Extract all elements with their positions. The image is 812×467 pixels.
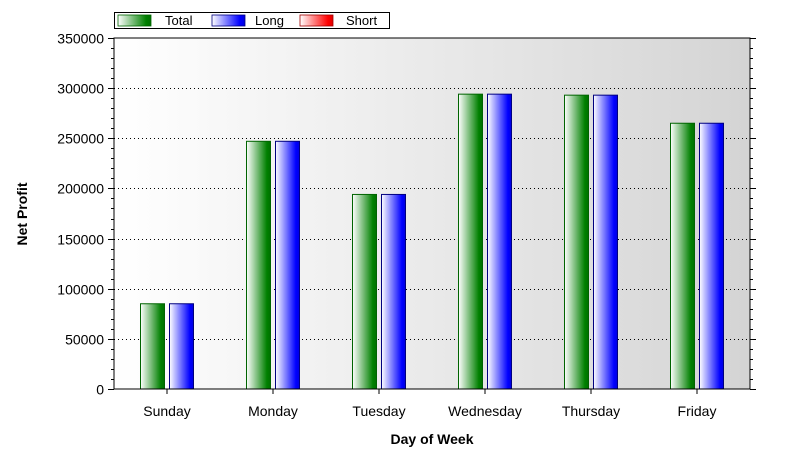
x-axis-title: Day of Week: [391, 431, 474, 447]
bar-total-thursday: [564, 94, 589, 390]
y-tick-label: 300000: [57, 81, 104, 97]
legend-swatch-long: [211, 14, 246, 27]
bar-long-wednesday: [487, 93, 512, 390]
x-tick-label-wednesday: Wednesday: [448, 403, 522, 419]
plot-area: [114, 38, 750, 389]
y-tick-label: 0: [96, 382, 104, 398]
axes: 0 50000 100000 150000 200000 250000 300000 3500…: [57, 31, 756, 419]
y-tick-label: 250000: [57, 131, 104, 147]
y-tick-label: 200000: [57, 181, 104, 197]
bar-long-monday: [275, 140, 300, 390]
y-tick-label: 150000: [57, 232, 104, 248]
legend: Total Long Short: [114, 12, 390, 29]
bar-total-wednesday: [458, 93, 483, 390]
legend-label-total: Total: [165, 13, 193, 28]
x-tick-label-friday: Friday: [678, 403, 717, 419]
bar-long-friday: [699, 122, 724, 390]
x-tick-label-tuesday: Tuesday: [352, 403, 405, 419]
y-tick-label: 100000: [57, 282, 104, 298]
plot-frame: [113, 37, 751, 390]
x-tick-label-thursday: Thursday: [562, 403, 620, 419]
bar-long-thursday: [593, 94, 618, 390]
bar-long-tuesday: [381, 193, 406, 390]
legend-swatch-short: [299, 14, 334, 27]
bar-total-tuesday: [352, 193, 377, 390]
y-tick-label: 350000: [57, 31, 104, 47]
legend-label-long: Long: [255, 13, 284, 28]
bar-total-friday: [670, 122, 695, 390]
bars: [140, 93, 724, 390]
x-tick-label-sunday: Sunday: [143, 403, 190, 419]
bar-total-monday: [246, 140, 271, 390]
y-axis-title: Net Profit: [14, 182, 30, 245]
bar-long-sunday: [169, 303, 194, 390]
legend-label-short: Short: [346, 13, 377, 28]
legend-swatch-total: [117, 14, 152, 27]
bar-total-sunday: [140, 303, 165, 390]
y-tick-label: 50000: [65, 332, 104, 348]
x-tick-label-monday: Monday: [248, 403, 298, 419]
